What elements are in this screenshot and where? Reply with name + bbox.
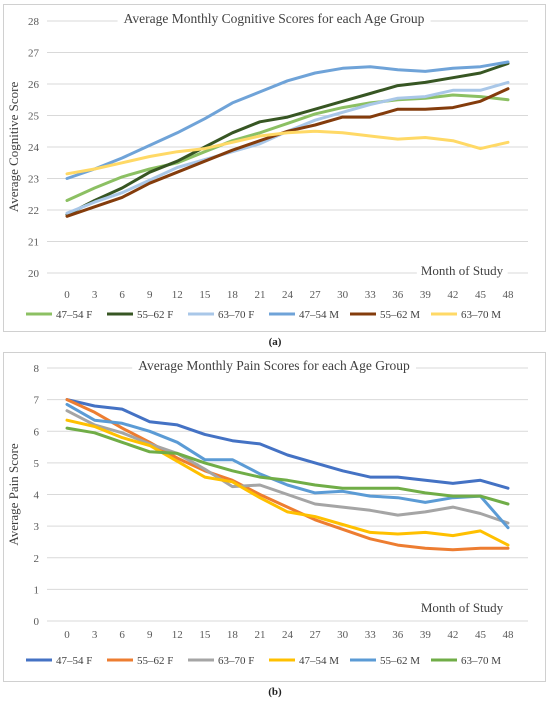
pain-y-axis-label: Average Pain Score xyxy=(6,443,21,546)
pain-xtick-label: 21 xyxy=(254,629,265,641)
pain-xtick-label: 33 xyxy=(365,629,377,641)
chart-frame-b: 0 1 2 3 4 5 6 7 8 0 3 6 9 12 15 18 21 24 27 30 33 36 39 42 45 48 A… xyxy=(3,352,546,682)
cog-xtick-label: 36 xyxy=(392,289,404,301)
panel-label-b: (b) xyxy=(0,686,550,698)
cog-xtick-label: 9 xyxy=(147,289,153,301)
cog-xtick-label: 39 xyxy=(420,289,432,301)
pain-series-line-2 xyxy=(65,398,510,552)
pain-x-axis-label: Month of Study xyxy=(421,600,504,615)
cog-xtick-label: 3 xyxy=(92,289,98,301)
cog-ytick-label: 23 xyxy=(28,174,40,186)
pain-xtick-label: 6 xyxy=(119,629,125,641)
cog-legend-label-6: 63–70 M xyxy=(461,309,501,321)
pain-ytick-label: 7 xyxy=(34,395,40,407)
pain-legend-label-4: 47–54 M xyxy=(299,655,339,667)
pain-xtick-label: 24 xyxy=(282,629,294,641)
cog-series-line-6 xyxy=(65,129,510,176)
cog-series-line-3 xyxy=(65,80,510,215)
cog-xtick-label: 27 xyxy=(310,289,322,301)
pain-ytick-label: 4 xyxy=(34,490,40,502)
pain-legend-label-5: 55–62 M xyxy=(380,655,420,667)
pain-legend-label-6: 63–70 M xyxy=(461,655,501,667)
cog-x-axis-label: Month of Study xyxy=(421,263,504,278)
panel-label-a-text: (a) xyxy=(268,336,282,348)
pain-ytick-label: 6 xyxy=(34,426,40,438)
cog-xtick-label: 45 xyxy=(475,289,487,301)
cog-ytick-label: 26 xyxy=(28,79,40,91)
cog-xtick-label: 24 xyxy=(282,289,294,301)
cog-xtick-label: 0 xyxy=(64,289,70,301)
cog-xtick-label: 15 xyxy=(199,289,211,301)
pain-xtick-label: 27 xyxy=(310,629,322,641)
cog-series-line-1 xyxy=(65,93,510,202)
pain-legend-label-2: 55–62 F xyxy=(137,655,173,667)
panel-b: 0 1 2 3 4 5 6 7 8 0 3 6 9 12 15 18 21 24 27 30 33 36 39 42 45 48 A… xyxy=(0,352,550,703)
cog-legend-label-2: 55–62 F xyxy=(137,309,173,321)
pain-ytick-label: 3 xyxy=(34,521,40,533)
cog-legend-label-5: 55–62 M xyxy=(380,309,420,321)
cog-ytick-label: 21 xyxy=(28,237,39,249)
cog-xtick-label: 21 xyxy=(254,289,265,301)
cog-legend-label-3: 63–70 F xyxy=(218,309,254,321)
pain-xtick-label: 12 xyxy=(172,629,183,641)
cog-xtick-label: 12 xyxy=(172,289,183,301)
cog-xtick-label: 33 xyxy=(365,289,377,301)
pain-xtick-label: 0 xyxy=(64,629,70,641)
cog-ytick-label: 27 xyxy=(28,48,40,60)
pain-ytick-label: 1 xyxy=(34,584,40,596)
cog-chart-title: Average Monthly Cognitive Scores for eac… xyxy=(124,11,425,26)
cog-legend-label-4: 47–54 M xyxy=(299,309,339,321)
pain-title-bg xyxy=(132,356,417,375)
cog-series-line-4 xyxy=(65,60,510,180)
panel-label-a: (a) xyxy=(0,336,550,348)
pain-xtick-label: 48 xyxy=(503,629,515,641)
cog-xtick-label: 6 xyxy=(119,289,125,301)
pain-series-line-3 xyxy=(65,409,510,525)
cog-series-line-2 xyxy=(65,62,510,217)
pain-series-line-6 xyxy=(65,426,510,506)
pain-ytick-label: 8 xyxy=(34,363,40,375)
pain-series-line-4 xyxy=(65,418,510,547)
chart-frame-a: 20 21 22 23 24 25 26 27 28 0 3 6 9 12 15 18 21 24 27 30 33 36… xyxy=(3,4,546,332)
cog-xtick-label: 18 xyxy=(227,289,239,301)
pain-series-line-1 xyxy=(65,398,510,490)
pain-chart-title: Average Monthly Pain Scores for each Age… xyxy=(138,358,410,373)
pain-xtick-label: 36 xyxy=(392,629,404,641)
pain-xtick-label: 9 xyxy=(147,629,153,641)
pain-xtick-label: 15 xyxy=(199,629,211,641)
cog-ytick-label: 22 xyxy=(28,205,39,217)
cog-ytick-label: 25 xyxy=(28,111,40,123)
cog-xtick-label: 30 xyxy=(337,289,349,301)
pain-xtick-label: 30 xyxy=(337,629,349,641)
pain-xtick-label: 45 xyxy=(475,629,487,641)
pain-series-line-5 xyxy=(65,402,510,530)
pain-ytick-label: 2 xyxy=(34,553,40,565)
cog-legend-label-1: 47–54 F xyxy=(56,309,92,321)
pain-ytick-label: 0 xyxy=(34,616,40,628)
cog-xtick-label: 48 xyxy=(503,289,515,301)
panel-a: 20 21 22 23 24 25 26 27 28 0 3 6 9 12 15 18 21 24 27 30 33 36… xyxy=(0,0,550,350)
pain-ytick-label: 5 xyxy=(34,458,40,470)
panel-label-b-text: (b) xyxy=(268,686,282,698)
cog-title-bg xyxy=(117,9,431,28)
pain-xtick-label: 42 xyxy=(447,629,458,641)
pain-xtick-label: 18 xyxy=(227,629,239,641)
pain-xtick-label: 39 xyxy=(420,629,432,641)
cog-y-axis-label: Average Cognitive Score xyxy=(6,82,21,213)
pain-legend-label-3: 63–70 F xyxy=(218,655,254,667)
cog-xtick-label: 42 xyxy=(447,289,458,301)
cog-ytick-label: 24 xyxy=(28,142,40,154)
cog-xlabel-bg xyxy=(416,262,508,279)
pain-xlabel-bg xyxy=(416,599,508,616)
cog-ytick-label: 20 xyxy=(28,268,40,280)
pain-xtick-label: 3 xyxy=(92,629,98,641)
cog-ytick-label: 28 xyxy=(28,16,40,28)
pain-legend-label-1: 47–54 F xyxy=(56,655,92,667)
